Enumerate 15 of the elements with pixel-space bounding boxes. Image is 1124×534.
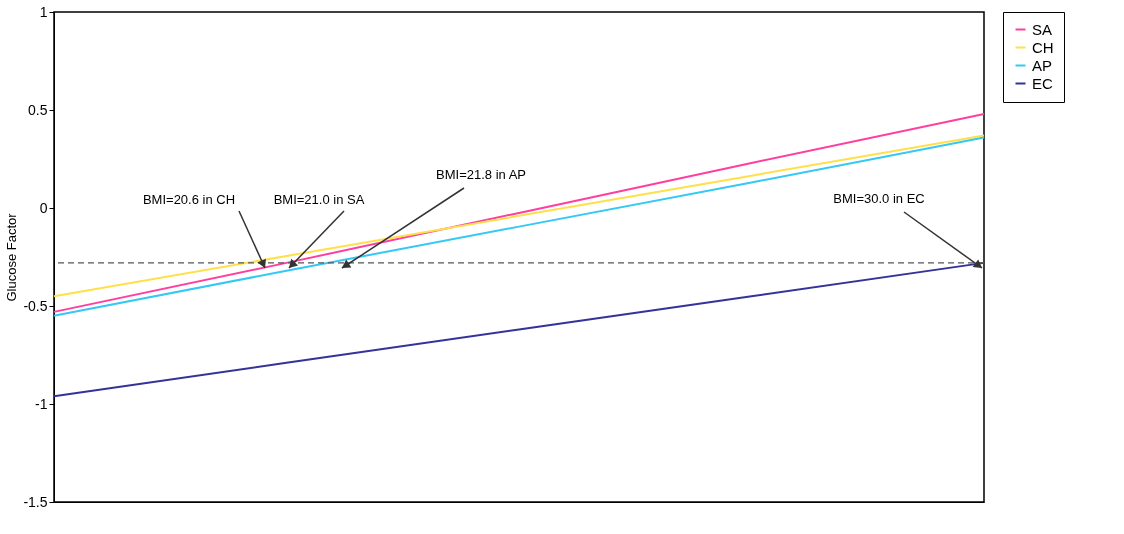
y-tick-label: 0 xyxy=(39,199,48,216)
y-tick-label: 0.5 xyxy=(28,101,48,118)
annotation: BMI=30.0 in EC xyxy=(833,191,925,206)
annotation: BMI=21.8 in AP xyxy=(436,167,526,182)
y-axis-title: Glucose Factor xyxy=(4,212,20,302)
y-tick-label: -0.5 xyxy=(23,297,48,314)
y-tick-label: 1 xyxy=(39,3,48,20)
legend-label: CH xyxy=(1032,38,1054,56)
legend-label: EC xyxy=(1032,74,1053,92)
y-tick-label: -1.5 xyxy=(23,493,48,510)
legend-label: SA xyxy=(1032,20,1053,38)
legend-label: AP xyxy=(1032,56,1053,74)
y-tick-label: -1 xyxy=(35,395,48,412)
annotation: BMI=21.0 in SA xyxy=(273,192,365,207)
annotation: BMI=20.6 in CH xyxy=(142,192,236,207)
